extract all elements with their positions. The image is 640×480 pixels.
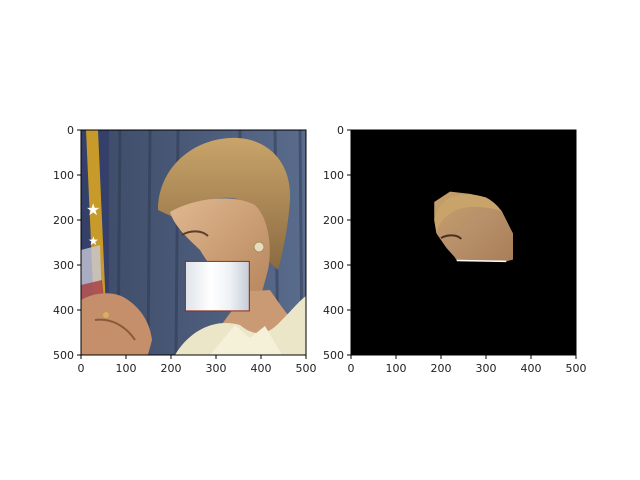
- left-x-tick-label: 0: [78, 362, 85, 375]
- right-y-tick-label: 400: [323, 304, 344, 317]
- earring: [253, 241, 265, 253]
- left-x-tick-label: 500: [296, 362, 317, 375]
- white-patch-rect: [184, 260, 250, 312]
- right-y-tick-label: 500: [323, 349, 344, 362]
- collar: [210, 325, 282, 355]
- crop-hair: [434, 194, 502, 234]
- left-y-tick-label: 500: [53, 349, 74, 362]
- crop-bottom-edge: [456, 259, 507, 263]
- crop-eye: [440, 234, 462, 240]
- right-y-tick-label: 300: [323, 259, 344, 272]
- right-x-tick-label: 100: [386, 362, 407, 375]
- hair: [158, 137, 291, 270]
- left-y-tick-label: 0: [67, 124, 74, 137]
- right-y-tick-label: 200: [323, 214, 344, 227]
- left-x-tick-label: 100: [116, 362, 137, 375]
- left-y-tick-label: 200: [53, 214, 74, 227]
- left-x-tick-label: 400: [251, 362, 272, 375]
- right-x-tick-label: 0: [348, 362, 355, 375]
- left-axes-frame: [80, 129, 307, 356]
- right-y-tick-label: 100: [323, 169, 344, 182]
- right-x-tick-label: 400: [521, 362, 542, 375]
- left-tick-group: 0 100 200 300 400 500 0 100 200 300 400 500: [53, 124, 317, 375]
- segmented-face-region: [434, 191, 513, 263]
- right-x-tick-label: 200: [431, 362, 452, 375]
- right-x-tick-label: 500: [566, 362, 587, 375]
- eye-shadow: [181, 230, 209, 237]
- right-axes: 0 100 200 300 400 500 0 100 200 300 400 500: [323, 124, 587, 375]
- right-image: [351, 130, 576, 355]
- left-y-tick-label: 100: [53, 169, 74, 182]
- svg-text:★: ★: [86, 200, 100, 219]
- left-y-tick-label: 400: [53, 304, 74, 317]
- left-y-tick-label: 300: [53, 259, 74, 272]
- right-y-tick-label: 0: [337, 124, 344, 137]
- left-x-tick-label: 300: [206, 362, 227, 375]
- right-axes-frame: [350, 129, 577, 356]
- svg-text:★: ★: [88, 234, 99, 248]
- ring: [103, 312, 109, 318]
- fist-shadow: [94, 318, 136, 341]
- left-x-tick-label: 200: [161, 362, 182, 375]
- right-x-tick-label: 300: [476, 362, 497, 375]
- left-image: ★ ★: [81, 130, 306, 355]
- right-tick-group: 0 100 200 300 400 500 0 100 200 300 400 500: [323, 124, 587, 375]
- left-axes: ★ ★ 0 100 200 300 400 500 0 100 200 300 400 500: [53, 124, 317, 375]
- overlay-patch: [184, 260, 250, 312]
